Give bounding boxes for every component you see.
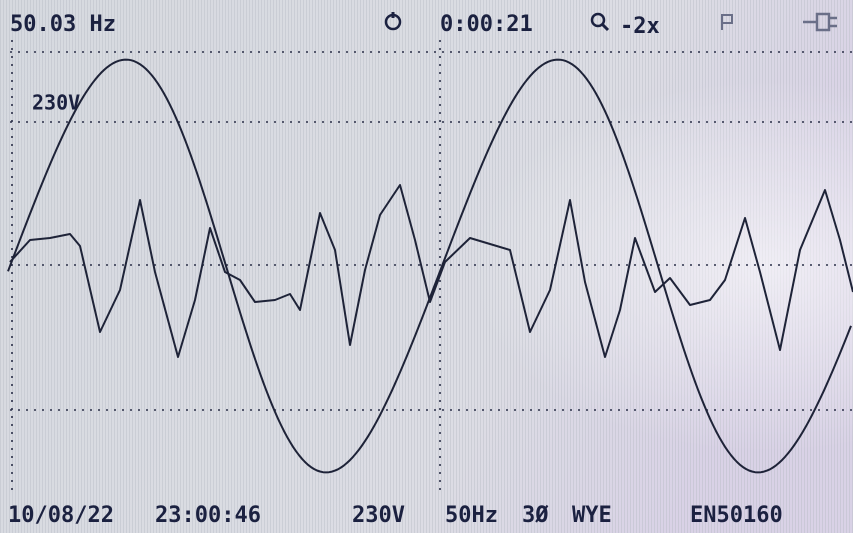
plug-icon bbox=[803, 12, 837, 32]
timer-readout: 0:00:21 bbox=[440, 12, 533, 37]
date: 10/08/22 bbox=[8, 503, 114, 528]
standard: EN50160 bbox=[690, 503, 783, 528]
timer-icon bbox=[384, 12, 402, 31]
wiring: WYE bbox=[572, 503, 612, 528]
flag-icon bbox=[721, 14, 733, 30]
current-trace bbox=[9, 184, 853, 358]
grid bbox=[10, 40, 853, 490]
zoom-readout: -2x bbox=[620, 14, 660, 39]
time: 23:00:46 bbox=[155, 503, 261, 528]
nominal-voltage: 230V bbox=[352, 503, 405, 528]
phase: 3Ø bbox=[522, 503, 549, 528]
frequency-readout: 50.03 Hz bbox=[10, 12, 116, 37]
nominal-frequency: 50Hz bbox=[445, 503, 498, 528]
scale-label: 230V bbox=[32, 91, 80, 115]
zoom-icon bbox=[590, 12, 610, 32]
